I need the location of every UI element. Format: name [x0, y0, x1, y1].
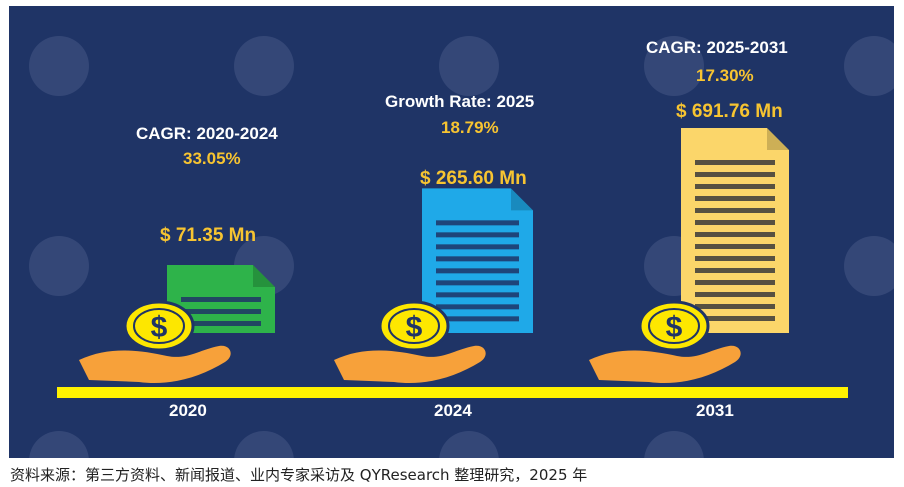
document-line — [695, 304, 775, 309]
document-line — [436, 232, 519, 238]
year-label-2020: 2020 — [169, 401, 207, 420]
document-line — [181, 297, 261, 302]
year-label-2024: 2024 — [434, 401, 472, 420]
document-line — [695, 256, 775, 261]
document-line — [436, 280, 519, 286]
watermark-logo — [844, 36, 894, 96]
document-bar-2031 — [681, 128, 789, 333]
watermark-logo — [234, 36, 294, 96]
document-line — [436, 304, 519, 310]
document-line — [436, 268, 519, 274]
value-label-2020: $ 71.35 Mn — [160, 225, 257, 246]
watermark-logo — [844, 236, 894, 296]
document-line — [436, 292, 519, 298]
document-line — [695, 184, 775, 189]
year-label-2031: 2031 — [696, 401, 734, 420]
hand-icon — [589, 345, 741, 384]
document-line — [695, 316, 775, 321]
watermark-logo — [29, 36, 89, 96]
document-line — [436, 220, 519, 226]
hand-icon — [79, 345, 231, 384]
coin-ring — [388, 308, 440, 344]
document-line — [695, 280, 775, 285]
chart-panel: $ $ $ CAGR: 2020-2024 33.05% $ 71.35 Mn Gr… — [9, 6, 894, 458]
document-line — [436, 244, 519, 250]
value-label-2031: $ 691.76 Mn — [676, 101, 783, 122]
watermark-logo — [644, 36, 704, 96]
document-line — [695, 232, 775, 237]
watermark-logo — [29, 236, 89, 296]
coin-ring — [648, 308, 700, 344]
watermark-logo — [439, 36, 499, 96]
document-line — [695, 196, 775, 201]
coin-ring — [133, 308, 185, 344]
value-label-2024: $ 265.60 Mn — [420, 168, 527, 189]
document-line — [695, 220, 775, 225]
document-line — [181, 321, 261, 326]
dollar-icon: $ — [151, 311, 168, 344]
annotation-value-2020: 33.05% — [183, 149, 241, 168]
document-line — [436, 316, 519, 322]
document-line — [695, 160, 775, 165]
document-line — [695, 172, 775, 177]
annotation-value-2031: 17.30% — [696, 66, 754, 85]
document-line — [436, 256, 519, 262]
hand-icon — [334, 345, 486, 384]
document-fold — [253, 265, 275, 287]
annotation-title-2031: CAGR: 2025-2031 — [646, 38, 788, 57]
source-note: 资料来源：第三方资料、新闻报道、业内专家采访及 QYResearch 整理研究，… — [10, 466, 588, 484]
annotation-title-2024: Growth Rate: 2025 — [385, 92, 535, 111]
document-fold — [767, 128, 789, 150]
timeline-bar — [57, 387, 848, 398]
dollar-icon: $ — [666, 311, 683, 344]
document-line — [695, 292, 775, 297]
annotation-title-2020: CAGR: 2020-2024 — [136, 124, 278, 143]
annotation-value-2024: 18.79% — [441, 118, 499, 137]
dollar-icon: $ — [406, 311, 423, 344]
document-fold — [511, 188, 533, 211]
document-line — [695, 208, 775, 213]
document-line — [695, 244, 775, 249]
document-line — [181, 309, 261, 314]
chart-graphics: $ $ $ — [79, 128, 789, 384]
document-line — [695, 268, 775, 273]
